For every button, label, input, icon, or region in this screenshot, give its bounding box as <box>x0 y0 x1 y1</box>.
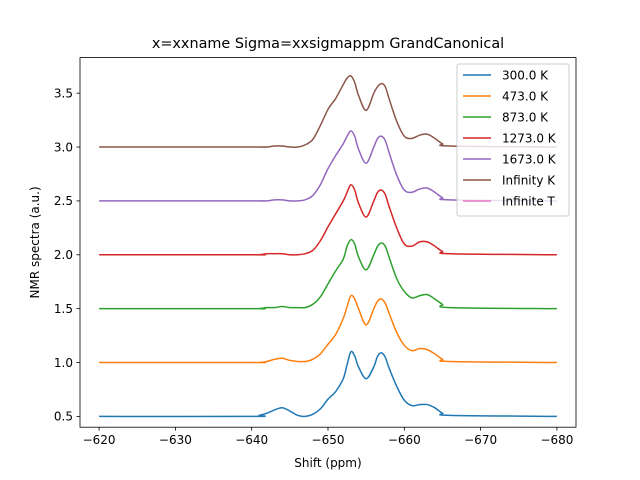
y-tick-label: 2.5 <box>54 194 73 208</box>
series-layer <box>99 74 557 418</box>
x-tick-label: −680 <box>540 433 573 447</box>
legend-box <box>456 63 570 217</box>
x-tick-label: −630 <box>159 433 192 447</box>
y-tick-label: 1.5 <box>54 302 73 316</box>
legend-label: 473.0 K <box>502 89 549 103</box>
x-tick-label: −670 <box>464 433 497 447</box>
series-line-5 <box>99 74 557 148</box>
y-tick-label: 2.0 <box>54 248 73 262</box>
x-axis-ticks: −620 −630 −640 −650 −660 −670 −680 <box>83 427 573 447</box>
y-axis-ticks: 0.5 1.0 1.5 2.0 2.5 3.0 3.5 <box>54 86 80 424</box>
x-tick-label: −620 <box>83 433 116 447</box>
y-tick-label: 3.0 <box>54 140 73 154</box>
y-tick-label: 1.0 <box>54 356 73 370</box>
legend-label: 1673.0 K <box>502 152 557 166</box>
legend-label: Infinite T <box>502 194 556 208</box>
series-line-2 <box>99 238 557 310</box>
x-tick-label: −640 <box>235 433 268 447</box>
chart-title: x=xxname Sigma=xxsigmappm GrandCanonical <box>152 36 504 52</box>
y-tick-label: 3.5 <box>54 86 73 100</box>
series-line-4 <box>99 130 557 202</box>
legend-items: 300.0 K 473.0 K 873.0 K 1273.0 K 1673.0 K Inf… <box>463 68 557 208</box>
legend: 300.0 K 473.0 K 873.0 K 1273.0 K 1673.0 K Inf… <box>456 63 570 217</box>
x-tick-label: −650 <box>312 433 345 447</box>
series-line-1 <box>99 294 557 364</box>
x-tick-label: −660 <box>388 433 421 447</box>
legend-label: 1273.0 K <box>502 131 557 145</box>
legend-label: 873.0 K <box>502 110 549 124</box>
legend-label: Infinity K <box>502 173 556 187</box>
series-line-3 <box>99 183 557 256</box>
y-axis-label: NMR spectra (a.u.) <box>28 186 42 298</box>
y-tick-label: 0.5 <box>54 410 73 424</box>
x-axis-label: Shift (ppm) <box>294 456 361 470</box>
series-line-0 <box>99 350 557 418</box>
legend-label: 300.0 K <box>502 68 549 82</box>
